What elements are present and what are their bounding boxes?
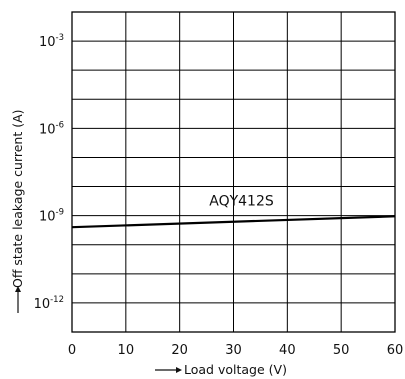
x-tick-label: 60 <box>387 343 404 358</box>
y-tick-label: 10-12 <box>34 295 64 312</box>
plot-border <box>71 11 396 333</box>
series-line <box>71 215 396 229</box>
x-tick-label: 30 <box>225 343 242 358</box>
y-axis-label-group: Off state leakage current (A) <box>10 109 25 313</box>
x-tick-label: 40 <box>279 343 296 358</box>
y-tick-label: 10-9 <box>39 208 64 225</box>
y-tick-labels: 10-3 10-6 10-9 10-12 <box>34 33 64 312</box>
series-annotation: AQY412S <box>209 194 274 210</box>
grid <box>71 11 396 333</box>
x-axis-arrow-head <box>176 367 182 373</box>
x-tick-label: 20 <box>171 343 188 358</box>
x-axis-label: Load voltage (V) <box>184 362 287 377</box>
x-axis-label-group: Load voltage (V) <box>155 362 287 377</box>
x-tick-label: 10 <box>118 343 135 358</box>
series-layer <box>71 215 396 229</box>
plot-frame <box>71 11 396 333</box>
y-tick-label: 10-3 <box>39 33 64 50</box>
x-tick-label: 50 <box>333 343 350 358</box>
y-tick-label: 10-6 <box>39 120 64 137</box>
y-axis-label: Off state leakage current (A) <box>10 109 25 288</box>
y-axis-arrow-head <box>15 286 21 292</box>
x-tick-labels: 0 10 20 30 40 50 60 <box>68 343 403 358</box>
x-tick-label: 0 <box>68 343 76 358</box>
